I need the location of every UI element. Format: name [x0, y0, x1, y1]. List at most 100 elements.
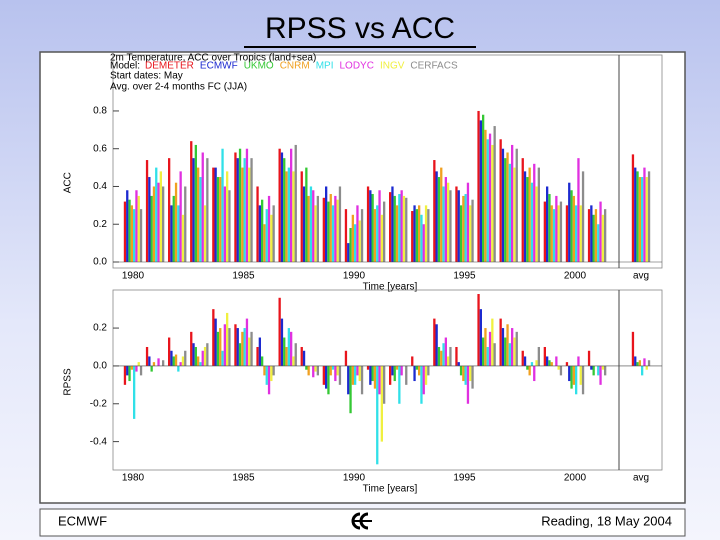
- bar: [537, 167, 540, 262]
- legend-title: Model:: [110, 61, 140, 72]
- bar: [488, 331, 492, 366]
- bar: [245, 318, 249, 366]
- y-tick-label: 0.0: [93, 257, 107, 268]
- y-tick-label: 0.4: [93, 181, 107, 192]
- bar: [550, 362, 553, 366]
- bar: [521, 350, 524, 366]
- legend-entry: LODYC: [339, 61, 373, 72]
- bar: [194, 144, 197, 262]
- bar: [383, 365, 386, 404]
- x-tick-label: 2000: [564, 473, 587, 484]
- bar: [559, 365, 563, 376]
- bar: [344, 350, 348, 366]
- y-tick-label: 0.0: [93, 361, 107, 372]
- bar: [570, 190, 573, 262]
- bar: [376, 205, 379, 262]
- bar: [133, 209, 136, 262]
- bar: [459, 205, 463, 262]
- bar: [126, 365, 129, 376]
- y-axis-label: ACC: [63, 172, 74, 193]
- bar: [533, 365, 536, 382]
- bar: [145, 346, 149, 366]
- bar: [645, 177, 648, 262]
- bar: [511, 144, 514, 262]
- bar: [174, 354, 178, 366]
- bar: [305, 365, 308, 370]
- chart-title: 2m Temperature, ACC over Tropics (land+s…: [110, 53, 316, 64]
- bar: [557, 205, 560, 262]
- bar: [515, 331, 518, 366]
- bar: [302, 186, 306, 262]
- bar: [300, 171, 303, 262]
- bar: [177, 205, 180, 262]
- legend-entry: ECMWF: [200, 61, 238, 72]
- y-tick-label: -0.2: [90, 398, 108, 409]
- bar: [592, 365, 595, 376]
- bar: [555, 356, 558, 366]
- bar: [575, 365, 578, 395]
- bar: [427, 209, 430, 262]
- legend-entry: INGV: [380, 61, 405, 72]
- legend-entry: MPI: [316, 61, 334, 72]
- bar: [411, 356, 414, 366]
- bar: [482, 114, 485, 262]
- bar: [179, 362, 182, 366]
- bar: [395, 365, 399, 370]
- bar: [366, 186, 370, 262]
- bar: [447, 356, 450, 366]
- bar: [636, 362, 639, 366]
- bar: [316, 195, 319, 262]
- bar: [236, 158, 239, 262]
- bar: [139, 209, 143, 262]
- bar: [331, 205, 335, 262]
- bar: [267, 365, 271, 395]
- bar: [133, 365, 136, 419]
- bar: [457, 362, 460, 366]
- bar: [555, 195, 558, 262]
- bar: [469, 365, 472, 382]
- bar: [499, 318, 502, 366]
- bar: [400, 190, 403, 262]
- bar: [415, 365, 418, 370]
- bar: [314, 205, 317, 262]
- bar: [270, 214, 273, 262]
- bar: [393, 365, 396, 382]
- bar: [290, 148, 293, 262]
- bar: [261, 356, 264, 366]
- bar: [418, 365, 421, 376]
- bar: [477, 294, 480, 366]
- bar: [137, 362, 140, 366]
- legend-entry: UKMO: [244, 61, 274, 72]
- bar: [604, 365, 607, 376]
- bar: [181, 356, 185, 366]
- bar: [499, 139, 502, 262]
- bar: [528, 365, 531, 376]
- y-tick-label: 0.8: [93, 106, 107, 117]
- bar: [148, 177, 151, 262]
- bar: [373, 209, 377, 262]
- bar: [197, 356, 200, 366]
- bar: [329, 194, 332, 262]
- bar: [506, 152, 509, 262]
- bar: [250, 158, 253, 262]
- bar: [329, 365, 332, 376]
- bar: [206, 158, 209, 262]
- bar: [245, 148, 249, 262]
- bar: [349, 228, 352, 262]
- bar: [294, 144, 297, 262]
- bar: [290, 331, 293, 366]
- bar: [280, 152, 284, 262]
- bar: [455, 346, 458, 366]
- bar: [280, 318, 284, 366]
- bar: [376, 365, 379, 465]
- bar: [130, 205, 133, 262]
- bar: [638, 360, 641, 366]
- bar: [462, 195, 465, 262]
- bar: [577, 158, 580, 262]
- bar: [579, 205, 582, 262]
- bar: [599, 365, 602, 385]
- bar: [192, 343, 195, 366]
- bar: [327, 201, 330, 262]
- bar: [325, 186, 328, 262]
